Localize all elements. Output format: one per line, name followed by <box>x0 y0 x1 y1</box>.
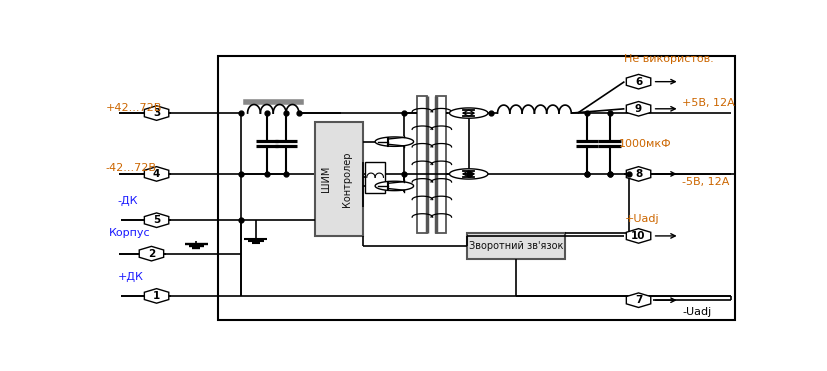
Bar <box>467 233 565 259</box>
Polygon shape <box>145 213 169 227</box>
Text: Зворотний зв'язок: Зворотний зв'язок <box>469 241 563 251</box>
Polygon shape <box>145 167 169 181</box>
Text: -42...72В: -42...72В <box>106 163 157 173</box>
Text: Контролер: Контролер <box>342 151 352 207</box>
Bar <box>437 96 447 233</box>
Text: 8: 8 <box>635 169 643 179</box>
Text: 2: 2 <box>148 249 155 259</box>
Polygon shape <box>626 293 651 308</box>
Polygon shape <box>450 169 488 179</box>
Bar <box>418 96 428 233</box>
Text: 6: 6 <box>635 77 643 87</box>
Text: 3: 3 <box>153 108 160 118</box>
Text: -ДК: -ДК <box>117 196 138 206</box>
Text: 10: 10 <box>631 231 646 241</box>
Text: 4: 4 <box>153 169 160 179</box>
Polygon shape <box>375 137 414 147</box>
Polygon shape <box>375 181 414 191</box>
Text: +42...72В: +42...72В <box>106 102 162 112</box>
Text: 5: 5 <box>153 215 160 225</box>
Polygon shape <box>626 167 651 181</box>
Text: 1000мкФ: 1000мкФ <box>619 138 672 148</box>
Text: Корпус: Корпус <box>108 228 151 238</box>
Text: Не використов.: Не використов. <box>624 54 715 64</box>
Text: -Uadj: -Uadj <box>682 306 711 316</box>
Polygon shape <box>626 102 651 116</box>
Bar <box>365 162 385 193</box>
Text: -5В, 12А: -5В, 12А <box>682 177 729 187</box>
Text: 1: 1 <box>153 291 160 301</box>
Bar <box>218 56 734 320</box>
Text: ШИМ: ШИМ <box>322 165 332 192</box>
Polygon shape <box>626 229 651 243</box>
Text: 7: 7 <box>635 295 643 305</box>
Polygon shape <box>626 74 651 89</box>
Polygon shape <box>145 106 169 120</box>
Polygon shape <box>450 108 488 118</box>
Bar <box>315 122 363 236</box>
Text: 9: 9 <box>635 104 642 114</box>
Polygon shape <box>139 246 164 261</box>
Text: +5В, 12А: +5В, 12А <box>682 98 735 108</box>
Polygon shape <box>145 289 169 303</box>
Text: +Uadj: +Uadj <box>624 214 659 224</box>
Text: +ДК: +ДК <box>117 272 143 282</box>
